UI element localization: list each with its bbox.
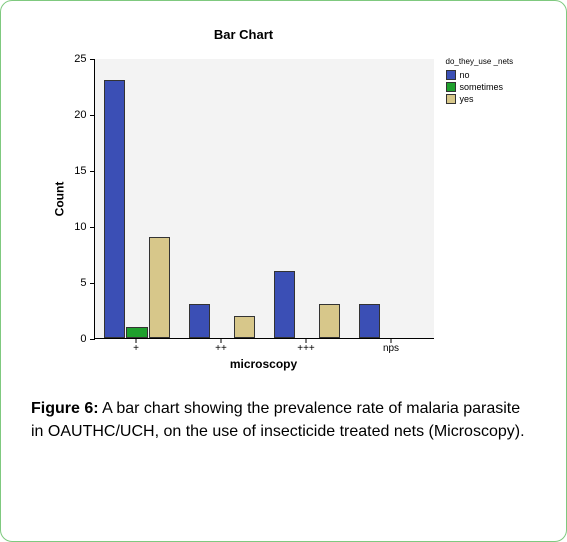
bar xyxy=(104,80,125,338)
bar xyxy=(274,271,295,338)
ytick-mark xyxy=(90,227,95,228)
ytick-mark xyxy=(90,171,95,172)
legend-swatch xyxy=(446,70,456,80)
ytick-label: 0 xyxy=(65,333,87,345)
bar xyxy=(319,304,340,338)
legend: do_they_use _nets no sometimes yes xyxy=(446,57,536,106)
ytick-label: 10 xyxy=(65,221,87,233)
chart-container: Bar Chart Count 0510152025 microscopy do… xyxy=(24,19,544,379)
figure-caption: Figure 6: A bar chart showing the preval… xyxy=(13,397,554,443)
bar xyxy=(189,304,210,338)
legend-item: yes xyxy=(446,94,536,104)
figure-label: Figure 6: xyxy=(31,400,99,417)
bar xyxy=(149,237,170,338)
ytick-label: 5 xyxy=(65,277,87,289)
x-axis-label: microscopy xyxy=(94,357,434,371)
ytick-mark xyxy=(90,283,95,284)
bar xyxy=(234,316,255,338)
ytick-mark xyxy=(90,115,95,116)
legend-label: sometimes xyxy=(460,82,504,92)
plot-area: 0510152025 xyxy=(94,59,434,339)
legend-label: no xyxy=(460,70,470,80)
bar xyxy=(126,327,147,338)
xtick-label: + xyxy=(133,343,139,354)
legend-title: do_they_use _nets xyxy=(446,57,536,66)
ytick-mark xyxy=(90,339,95,340)
caption-text: A bar chart showing the prevalence rate … xyxy=(31,400,525,440)
xtick-label: nps xyxy=(383,343,399,354)
chart-title: Bar Chart xyxy=(24,27,464,42)
ytick-mark xyxy=(90,59,95,60)
ytick-label: 15 xyxy=(65,165,87,177)
xtick-label: +++ xyxy=(297,343,315,354)
legend-item: no xyxy=(446,70,536,80)
ytick-label: 25 xyxy=(65,53,87,65)
bar xyxy=(359,304,380,338)
legend-label: yes xyxy=(460,94,474,104)
legend-swatch xyxy=(446,94,456,104)
y-axis-label: Count xyxy=(42,59,77,339)
legend-item: sometimes xyxy=(446,82,536,92)
xtick-label: ++ xyxy=(215,343,227,354)
ytick-label: 20 xyxy=(65,109,87,121)
legend-swatch xyxy=(446,82,456,92)
